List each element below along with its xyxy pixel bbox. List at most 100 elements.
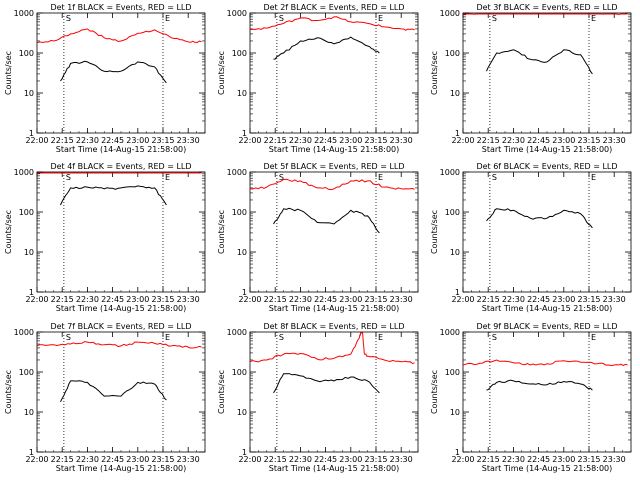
x-tick-label: 22:00 xyxy=(25,455,48,464)
x-axis-label: Start Time (14-Aug-15 21:58:00) xyxy=(56,304,187,313)
marker-label-s: S xyxy=(279,14,284,23)
y-tick-label: 1000 xyxy=(14,9,34,18)
y-tick-label: 100 xyxy=(445,49,460,58)
y-tick-label: 100 xyxy=(19,49,34,58)
y-axis-label: Counts/sec xyxy=(430,370,439,414)
y-tick-label: 100 xyxy=(232,208,247,217)
detector-panel-4: Det 4f BLACK = Events, RED = LLD 1 10 100 10… xyxy=(4,162,206,313)
plot-frame xyxy=(36,171,206,293)
series-line-events xyxy=(273,207,380,234)
x-tick-label: 22:30 xyxy=(289,295,312,304)
series-line-lld xyxy=(249,178,415,191)
marker-label-e: E xyxy=(591,333,596,342)
x-tick-label: 22:15 xyxy=(264,295,287,304)
series-line-events xyxy=(486,208,593,229)
x-tick-label: 23:00 xyxy=(552,455,575,464)
detector-panel-2: Det 2f BLACK = Events, RED = LLD 1 10 100 10… xyxy=(217,3,419,154)
panel-title: Det 5f BLACK = Events, RED = LLD xyxy=(263,162,404,171)
x-tick-label: 22:00 xyxy=(25,295,48,304)
plot-frame xyxy=(36,331,206,453)
marker-label-s: S xyxy=(279,333,284,342)
panel-title: Det 2f BLACK = Events, RED = LLD xyxy=(263,3,404,12)
y-tick-label: 1 xyxy=(29,129,34,138)
plot-frame xyxy=(249,331,419,453)
x-tick-label: 22:00 xyxy=(25,136,48,145)
marker-label-e: E xyxy=(378,14,383,23)
marker-label-s: S xyxy=(492,333,497,342)
x-tick-label: 22:45 xyxy=(527,455,550,464)
y-axis-label: Counts/sec xyxy=(430,210,439,254)
y-axis-label: Counts/sec xyxy=(4,210,13,254)
x-tick-label: 22:00 xyxy=(451,136,474,145)
y-axis-label: Counts/sec xyxy=(4,370,13,414)
y-axis-label: Counts/sec xyxy=(217,370,226,414)
y-tick-label: 1 xyxy=(29,288,34,297)
y-axis-label: Counts/sec xyxy=(217,210,226,254)
y-tick-label: 100 xyxy=(445,368,460,377)
series-line-events xyxy=(486,379,593,391)
y-tick-label: 1000 xyxy=(227,328,247,337)
x-tick-label: 22:30 xyxy=(502,455,525,464)
y-tick-label: 1000 xyxy=(440,328,460,337)
plot-frame xyxy=(249,12,419,134)
x-tick-label: 22:15 xyxy=(51,136,74,145)
series-line-lld xyxy=(463,13,628,16)
series-line-events xyxy=(60,380,167,403)
series-line-lld xyxy=(36,28,202,44)
x-tick-label: 23:30 xyxy=(390,455,413,464)
x-tick-label: 22:30 xyxy=(76,295,99,304)
x-tick-label: 23:15 xyxy=(151,455,174,464)
panel-title: Det 7f BLACK = Events, RED = LLD xyxy=(50,322,191,331)
x-tick-label: 23:15 xyxy=(577,136,600,145)
x-tick-label: 23:15 xyxy=(151,295,174,304)
panel-title: Det 9f BLACK = Events, RED = LLD xyxy=(476,322,617,331)
x-tick-label: 22:00 xyxy=(238,455,261,464)
x-tick-label: 23:00 xyxy=(339,136,362,145)
detector-panel-9: Det 9f BLACK = Events, RED = LLD 1 10 100 10… xyxy=(430,322,632,473)
x-tick-label: 22:45 xyxy=(101,295,124,304)
y-tick-label: 10 xyxy=(24,248,34,257)
marker-label-s: S xyxy=(279,173,284,182)
detector-panel-5: Det 5f BLACK = Events, RED = LLD 1 10 100 10… xyxy=(217,162,419,313)
y-tick-label: 10 xyxy=(450,408,460,417)
panel-title: Det 4f BLACK = Events, RED = LLD xyxy=(50,162,191,171)
x-tick-label: 22:15 xyxy=(477,136,500,145)
x-tick-label: 23:30 xyxy=(603,295,626,304)
x-tick-label: 22:45 xyxy=(314,136,337,145)
x-tick-label: 23:00 xyxy=(339,295,362,304)
y-tick-label: 1 xyxy=(242,129,247,138)
y-tick-label: 10 xyxy=(237,89,247,98)
x-axis-label: Start Time (14-Aug-15 21:58:00) xyxy=(56,464,187,473)
x-tick-label: 22:15 xyxy=(264,136,287,145)
y-tick-label: 1 xyxy=(455,448,460,457)
x-tick-label: 23:00 xyxy=(126,455,149,464)
x-tick-label: 22:00 xyxy=(238,295,261,304)
marker-label-s: S xyxy=(492,14,497,23)
x-tick-label: 23:15 xyxy=(364,455,387,464)
x-tick-label: 23:15 xyxy=(364,295,387,304)
x-tick-label: 22:30 xyxy=(289,136,312,145)
series-line-lld xyxy=(462,359,628,367)
x-tick-label: 23:30 xyxy=(390,136,413,145)
x-tick-label: 22:00 xyxy=(238,136,261,145)
y-tick-label: 10 xyxy=(24,89,34,98)
detector-panel-7: Det 7f BLACK = Events, RED = LLD 1 10 100 10… xyxy=(4,322,206,473)
y-tick-label: 1 xyxy=(242,448,247,457)
x-tick-label: 22:00 xyxy=(451,295,474,304)
x-tick-label: 23:30 xyxy=(177,136,200,145)
x-tick-label: 22:15 xyxy=(51,295,74,304)
x-tick-label: 22:30 xyxy=(502,136,525,145)
y-tick-label: 100 xyxy=(445,208,460,217)
marker-label-e: E xyxy=(591,173,596,182)
x-tick-label: 23:15 xyxy=(151,136,174,145)
x-tick-label: 23:30 xyxy=(603,136,626,145)
x-tick-label: 22:45 xyxy=(527,136,550,145)
y-tick-label: 1 xyxy=(29,448,34,457)
series-line-events xyxy=(273,36,380,60)
x-axis-label: Start Time (14-Aug-15 21:58:00) xyxy=(269,464,400,473)
marker-label-e: E xyxy=(165,173,170,182)
x-tick-label: 23:00 xyxy=(126,295,149,304)
y-tick-label: 100 xyxy=(232,368,247,377)
y-tick-label: 1 xyxy=(455,288,460,297)
